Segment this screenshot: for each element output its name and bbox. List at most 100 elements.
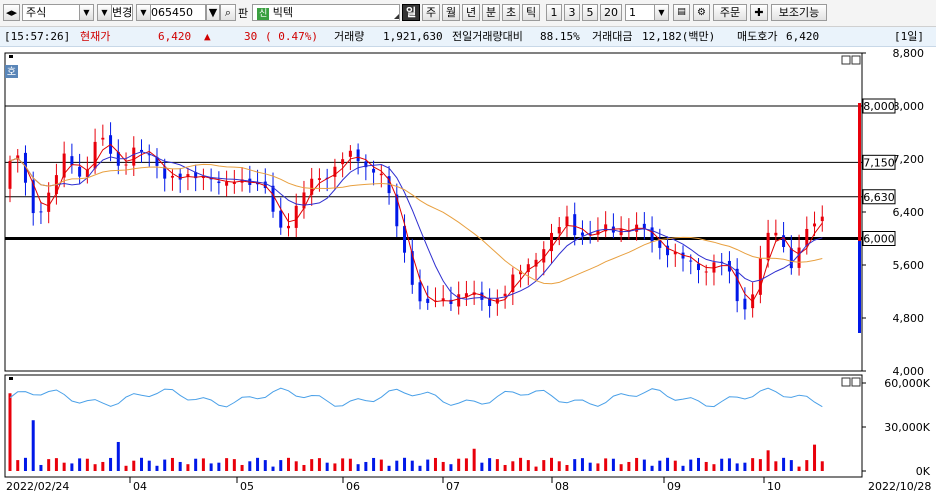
interval-button-20[interactable]: 20 (600, 4, 622, 21)
candle-body (488, 298, 492, 307)
volume-bar (727, 458, 731, 471)
volume-bar (720, 458, 724, 471)
reference-line-label: 8,000 (863, 100, 895, 113)
candle-body (758, 258, 762, 295)
interval-button-1[interactable]: 1 (546, 4, 562, 21)
corner-badge-box[interactable] (5, 65, 18, 78)
y-tick-label: 8,800 (893, 47, 925, 60)
change-select[interactable]: ▼ 변경 (97, 4, 133, 21)
volume-bar (209, 463, 213, 471)
y-tick-label: 4,800 (893, 312, 925, 325)
market-type-select[interactable]: 주식 ▼ (22, 4, 94, 21)
stock-name-field[interactable]: 신 빅텍 (252, 4, 400, 21)
volume-bar (642, 459, 646, 471)
volume-bar (147, 460, 151, 471)
aux-function-button[interactable]: 보조기능 (771, 4, 827, 21)
volume-pane (4, 374, 863, 478)
candle-body (286, 225, 290, 229)
quote-status-bar: [15:57:26] 현재가 6,420 ▲ 30 ( 0.47%) 거래량 1… (0, 27, 936, 47)
corner-badge: 호 (7, 66, 16, 78)
period-tab-second[interactable]: 초 (502, 4, 520, 21)
volume-bar (480, 462, 484, 471)
volume-bar (256, 457, 260, 471)
ask-price: 6,420 (786, 30, 820, 43)
candle-body (85, 169, 89, 177)
volume-label: 거래량 (334, 30, 365, 43)
nav-arrows-button[interactable]: ◂▸ (3, 4, 20, 21)
pane-restore-icon[interactable] (841, 377, 851, 387)
candle-body (225, 181, 229, 186)
y-tick-label: 4,000 (893, 365, 925, 378)
candle-body (263, 181, 267, 189)
volume-bar (23, 457, 27, 471)
trade-amount: 12,182(백만) (642, 30, 716, 43)
pane-close-icon[interactable] (851, 55, 861, 65)
prev-volume-ratio: 88.15% (540, 30, 580, 43)
period-tab-day[interactable]: 일 (402, 4, 420, 21)
save-icon[interactable]: ▤ (673, 4, 690, 21)
period-tab-year[interactable]: 년 (462, 4, 480, 21)
volume-bar (573, 459, 577, 471)
chevron-down-icon: ▼ (79, 5, 93, 20)
volume-value: 1,921,630 (383, 30, 443, 43)
volume-bar (650, 465, 654, 471)
interval-button-3[interactable]: 3 (564, 4, 580, 21)
reference-line-box (862, 189, 896, 205)
candle-body (333, 166, 337, 177)
volume-bar (495, 459, 499, 471)
volume-bar (766, 450, 770, 471)
volume-bar (403, 457, 407, 471)
volume-bar (511, 461, 515, 471)
candle-body (147, 154, 151, 156)
volume-bar (240, 464, 244, 471)
volume-bar (263, 460, 267, 471)
volume-bar (743, 462, 747, 471)
candle-body (310, 178, 314, 195)
interval-select[interactable]: 1 ▼ (625, 4, 669, 21)
gear-icon[interactable]: ⚙ (693, 4, 710, 21)
volume-bar (101, 461, 105, 471)
period-tab-week[interactable]: 주 (422, 4, 440, 21)
period-tab-tick[interactable]: 틱 (522, 4, 540, 21)
pane-close-icon[interactable] (851, 377, 861, 387)
x-axis-end-date: 2022/10/28 (868, 480, 931, 493)
volume-bar (364, 461, 368, 471)
volume-bar (805, 460, 809, 471)
volume-bar (286, 457, 290, 471)
y-tick-label: 5,600 (893, 259, 925, 272)
stock-dropdown-button[interactable]: ▼ (206, 4, 220, 21)
y-tick-label: 7,200 (893, 153, 925, 166)
volume-bar (31, 420, 35, 471)
candle-body (356, 149, 360, 162)
candle-body (194, 172, 198, 179)
volume-bar (8, 393, 12, 471)
volume-bar (611, 458, 615, 471)
candle-body (480, 292, 484, 300)
volume-bar (681, 465, 685, 471)
pane-restore-icon[interactable] (841, 55, 851, 65)
stock-code-input[interactable]: ▼ 065450 (136, 4, 206, 21)
candle-body (155, 156, 159, 166)
reference-line-label: 6,000 (863, 233, 895, 246)
candle-body (588, 233, 592, 236)
stock-chart[interactable]: 8,800 8,000 7,200 6,400 5,600 4,800 4,000 60,0… (0, 47, 936, 496)
candle-body (403, 226, 407, 253)
candle-body (93, 141, 97, 169)
candle-body (689, 260, 693, 262)
volume-bar (565, 464, 569, 471)
interval-button-5[interactable]: 5 (582, 4, 598, 21)
order-button[interactable]: 주문 (713, 4, 747, 21)
candle-body (294, 205, 298, 228)
volume-bar (550, 457, 554, 471)
period-tab-minute[interactable]: 분 (482, 4, 500, 21)
search-icon[interactable]: ⌕ (220, 4, 236, 21)
volume-bar (225, 458, 229, 471)
add-icon[interactable]: ✚ (750, 4, 768, 21)
candle-body (232, 181, 236, 184)
volume-bar (132, 460, 136, 471)
candle-body (140, 149, 144, 152)
period-tab-month[interactable]: 월 (442, 4, 460, 21)
candle-body (813, 223, 817, 227)
volume-bar (395, 460, 399, 471)
candle-body (565, 216, 569, 226)
